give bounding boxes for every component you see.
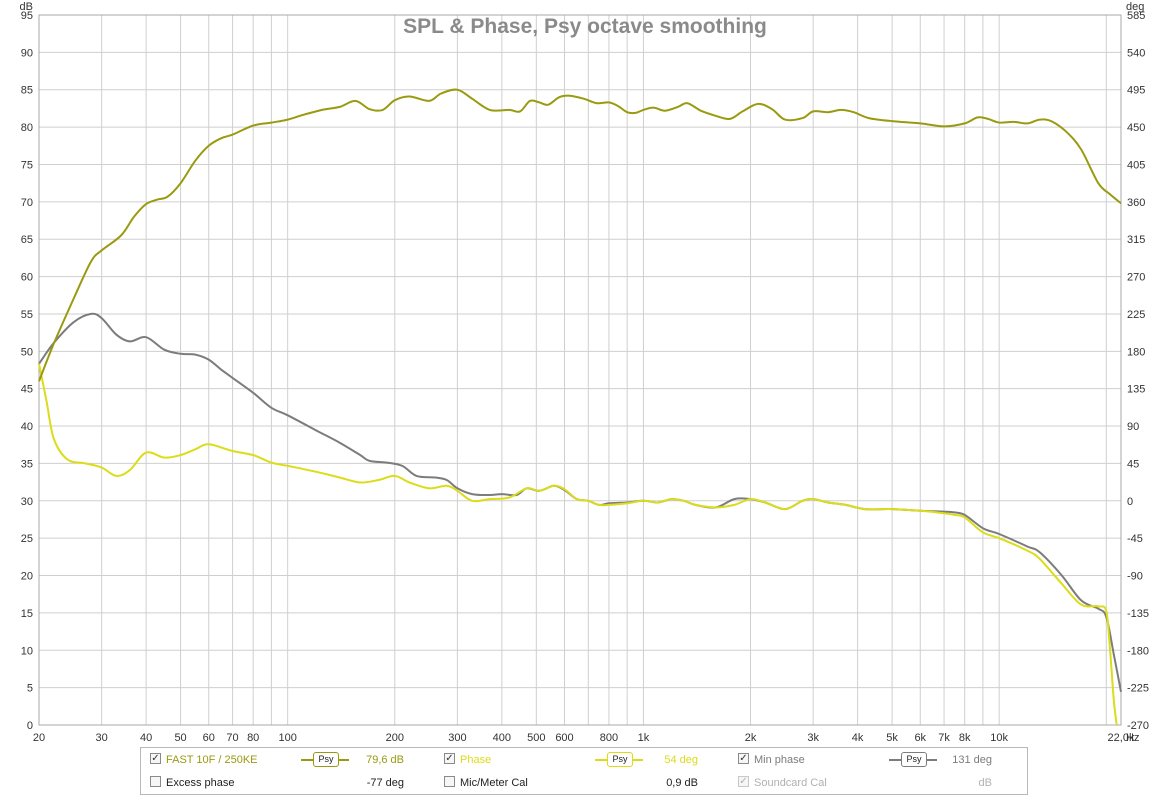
left-axis-tick-label: 95	[21, 10, 33, 22]
right-axis-tick-label: 270	[1127, 272, 1145, 284]
chart-title: SPL & Phase, Psy octave smoothing	[403, 15, 767, 38]
min-phase-smoothing-label: Psy	[901, 752, 927, 767]
right-axis-tick-label: -225	[1127, 683, 1149, 695]
left-axis-tick-label: 45	[21, 384, 33, 396]
left-axis-tick-label: 60	[21, 272, 33, 284]
left-axis-tick-label: 15	[21, 608, 33, 620]
x-axis-tick-label: 20	[33, 732, 45, 744]
x-axis-unit: Hz	[1126, 732, 1139, 744]
x-axis-tick-label: 4k	[852, 732, 864, 744]
x-axis-tick-label: 500	[527, 732, 545, 744]
x-axis-tick-label: 800	[600, 732, 618, 744]
x-axis-tick-label: 40	[140, 732, 152, 744]
left-axis-tick-label: 25	[21, 533, 33, 545]
spl-checkbox[interactable]: ✓	[150, 753, 161, 764]
plot-frame	[38, 14, 1122, 726]
left-axis-tick-label: 0	[27, 720, 33, 732]
right-axis-tick-label: 45	[1127, 458, 1139, 470]
right-axis-tick-label: 360	[1127, 197, 1145, 209]
right-axis-tick-label: 405	[1127, 159, 1145, 171]
x-axis-tick-label: 7k	[938, 732, 950, 744]
left-axis-tick-label: 70	[21, 197, 33, 209]
left-axis-tick-label: 75	[21, 159, 33, 171]
left-axis-tick-label: 35	[21, 458, 33, 470]
x-axis-tick-label: 2k	[745, 732, 757, 744]
x-axis-tick-label: 30	[96, 732, 108, 744]
x-axis-tick-label: 300	[448, 732, 466, 744]
x-axis-tick-label: 22,0k	[1108, 732, 1135, 744]
left-axis-tick-label: 20	[21, 571, 33, 583]
excess-phase-label: Excess phase	[166, 777, 235, 789]
left-axis-tick-label: 90	[21, 47, 33, 59]
left-axis-tick-label: 80	[21, 122, 33, 134]
soundcard-cal-value: dB	[978, 777, 992, 789]
right-axis-tick-label: 135	[1127, 384, 1145, 396]
x-axis-tick-label: 3k	[807, 732, 819, 744]
x-axis-tick-label: 70	[226, 732, 238, 744]
right-axis-unit: deg	[1126, 1, 1144, 13]
x-axis-tick-label: 60	[203, 732, 215, 744]
right-axis-tick-label: 585	[1127, 10, 1145, 22]
right-axis-tick-label: 540	[1127, 47, 1145, 59]
left-axis-tick-label: 30	[21, 496, 33, 508]
right-axis-tick-label: -135	[1127, 608, 1149, 620]
spl-legend-label: FAST 10F / 250KE	[166, 754, 258, 766]
min-phase-value: 131 deg	[952, 754, 992, 766]
left-axis-tick-label: 55	[21, 309, 33, 321]
left-axis-tick-label: 10	[21, 645, 33, 657]
mic-meter-cal-value: 0,9 dB	[666, 777, 698, 789]
left-axis-tick-label: 50	[21, 346, 33, 358]
legend-panel: ✓ FAST 10F / 250KE Psy 79,6 dB ✓ Phase P…	[140, 747, 1028, 795]
x-axis-tick-label: 10k	[990, 732, 1008, 744]
left-axis-tick-label: 40	[21, 421, 33, 433]
spl-value: 79,6 dB	[366, 754, 404, 766]
min-phase-line	[38, 312, 1122, 692]
x-axis-tick-label: 1k	[638, 732, 650, 744]
right-axis-tick-label: 315	[1127, 234, 1145, 246]
phase-value: 54 deg	[664, 754, 698, 766]
x-axis-tick-label: 50	[174, 732, 186, 744]
soundcard-cal-checkbox: ✓	[738, 776, 749, 787]
right-axis-tick-label: -45	[1127, 533, 1143, 545]
min-phase-checkbox[interactable]: ✓	[738, 753, 749, 764]
soundcard-cal-label: Soundcard Cal	[754, 777, 827, 789]
right-axis-tick-label: -180	[1127, 645, 1149, 657]
right-axis-tick-label: 180	[1127, 346, 1145, 358]
left-axis-tick-label: 5	[27, 683, 33, 695]
right-axis-tick-label: 0	[1127, 496, 1133, 508]
x-axis-tick-label: 6k	[914, 732, 926, 744]
x-axis-tick-label: 100	[278, 732, 296, 744]
legend-row-2: Excess phase -77 deg Mic/Meter Cal 0,9 d…	[141, 772, 1027, 794]
x-axis-tick-label: 8k	[959, 732, 971, 744]
x-axis-tick-label: 80	[247, 732, 259, 744]
x-axis-tick-label: 600	[555, 732, 573, 744]
left-axis-unit: dB	[20, 1, 33, 13]
right-axis-tick-label: 450	[1127, 122, 1145, 134]
right-axis-tick-label: -270	[1127, 720, 1149, 732]
x-axis-tick-label: 200	[386, 732, 404, 744]
left-axis-tick-label: 65	[21, 234, 33, 246]
mic-meter-cal-checkbox[interactable]	[444, 776, 455, 787]
left-axis-tick-label: 85	[21, 85, 33, 97]
legend-row-1: ✓ FAST 10F / 250KE Psy 79,6 dB ✓ Phase P…	[141, 749, 1027, 771]
phase-smoothing-label: Psy	[607, 752, 633, 767]
right-axis-tick-label: -90	[1127, 571, 1143, 583]
phase-legend-label: Phase	[460, 754, 492, 766]
right-axis-tick-label: 495	[1127, 85, 1145, 97]
phase-checkbox[interactable]: ✓	[444, 753, 455, 764]
right-axis-tick-label: 90	[1127, 421, 1139, 433]
spl-smoothing-label: Psy	[313, 752, 339, 767]
mic-meter-cal-label: Mic/Meter Cal	[460, 777, 528, 789]
excess-phase-value: -77 deg	[366, 777, 404, 789]
x-axis-tick-label: 400	[493, 732, 511, 744]
excess-phase-checkbox[interactable]	[150, 776, 161, 787]
fast-10f-250ke-line	[38, 88, 1122, 382]
right-axis-tick-label: 225	[1127, 309, 1145, 321]
min-phase-legend-label: Min phase	[754, 754, 805, 766]
x-axis-tick-label: 5k	[886, 732, 898, 744]
chart-plot: 0 5 10 15 20 25 30 35 40 45 50 55 60 65 70 75 80 85 90 95 -2…	[20, 1, 1150, 744]
phase-line	[38, 363, 1118, 726]
